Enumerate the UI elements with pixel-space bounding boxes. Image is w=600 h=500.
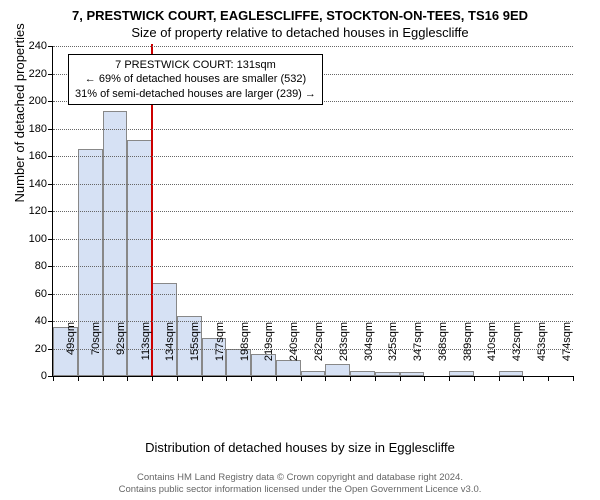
gridline — [53, 129, 573, 130]
ytick-mark — [48, 349, 53, 350]
ytick-mark — [48, 239, 53, 240]
ytick-mark — [48, 321, 53, 322]
ytick-label: 220 — [29, 68, 47, 80]
gridline — [53, 239, 573, 240]
y-axis-title: Number of detached properties — [12, 23, 27, 202]
ytick-mark — [48, 156, 53, 157]
gridline — [53, 211, 573, 212]
callout-line: ← 69% of detached houses are smaller (53… — [75, 72, 316, 86]
xtick-label: 240sqm — [288, 322, 300, 382]
ytick-label: 40 — [35, 315, 47, 327]
gridline — [53, 156, 573, 157]
ytick-label: 80 — [35, 260, 47, 272]
xtick-label: 49sqm — [65, 322, 77, 382]
attribution: Contains HM Land Registry data © Crown c… — [0, 472, 600, 496]
xtick-mark — [177, 376, 178, 381]
xtick-mark — [474, 376, 475, 381]
xtick-mark — [573, 376, 574, 381]
xtick-label: 198sqm — [239, 322, 251, 382]
xtick-label: 325sqm — [387, 322, 399, 382]
ytick-label: 180 — [29, 123, 47, 135]
gridline — [53, 266, 573, 267]
ytick-label: 100 — [29, 233, 47, 245]
xtick-label: 134sqm — [164, 322, 176, 382]
xtick-label: 219sqm — [263, 322, 275, 382]
ytick-label: 60 — [35, 288, 47, 300]
gridline — [53, 184, 573, 185]
xtick-label: 70sqm — [90, 322, 102, 382]
xtick-mark — [276, 376, 277, 381]
xtick-mark — [202, 376, 203, 381]
ytick-mark — [48, 211, 53, 212]
xtick-mark — [499, 376, 500, 381]
xtick-label: 368sqm — [437, 322, 449, 382]
ytick-mark — [48, 74, 53, 75]
xtick-mark — [449, 376, 450, 381]
xtick-label: 347sqm — [412, 322, 424, 382]
ytick-label: 120 — [29, 205, 47, 217]
gridline — [53, 46, 573, 47]
ytick-label: 200 — [29, 95, 47, 107]
xtick-label: 262sqm — [313, 322, 325, 382]
chart-container: 7, PRESTWICK COURT, EAGLESCLIFFE, STOCKT… — [0, 0, 600, 500]
xtick-mark — [350, 376, 351, 381]
xtick-mark — [400, 376, 401, 381]
ytick-label: 240 — [29, 40, 47, 52]
ytick-mark — [48, 129, 53, 130]
ytick-label: 160 — [29, 150, 47, 162]
x-axis-title: Distribution of detached houses by size … — [0, 440, 600, 455]
attribution-line-1: Contains HM Land Registry data © Crown c… — [0, 472, 600, 484]
xtick-mark — [523, 376, 524, 381]
ytick-mark — [48, 266, 53, 267]
callout-line: 31% of semi-detached houses are larger (… — [75, 87, 316, 101]
xtick-label: 113sqm — [140, 322, 152, 382]
ytick-mark — [48, 46, 53, 47]
ytick-mark — [48, 294, 53, 295]
callout-box: 7 PRESTWICK COURT: 131sqm← 69% of detach… — [68, 54, 323, 105]
ytick-mark — [48, 184, 53, 185]
callout-line: 7 PRESTWICK COURT: 131sqm — [75, 58, 316, 72]
xtick-mark — [325, 376, 326, 381]
xtick-mark — [103, 376, 104, 381]
xtick-label: 155sqm — [189, 322, 201, 382]
ytick-label: 0 — [41, 370, 47, 382]
xtick-label: 453sqm — [536, 322, 548, 382]
xtick-mark — [301, 376, 302, 381]
chart-title: 7, PRESTWICK COURT, EAGLESCLIFFE, STOCKT… — [0, 0, 600, 23]
xtick-label: 92sqm — [115, 322, 127, 382]
ytick-mark — [48, 101, 53, 102]
chart-subtitle: Size of property relative to detached ho… — [0, 23, 600, 40]
xtick-label: 474sqm — [561, 322, 573, 382]
gridline — [53, 294, 573, 295]
xtick-label: 304sqm — [363, 322, 375, 382]
xtick-mark — [251, 376, 252, 381]
ytick-label: 20 — [35, 343, 47, 355]
xtick-label: 432sqm — [511, 322, 523, 382]
xtick-mark — [375, 376, 376, 381]
xtick-label: 177sqm — [214, 322, 226, 382]
xtick-mark — [226, 376, 227, 381]
xtick-label: 389sqm — [462, 322, 474, 382]
xtick-label: 283sqm — [338, 322, 350, 382]
xtick-mark — [53, 376, 54, 381]
xtick-mark — [152, 376, 153, 381]
xtick-mark — [78, 376, 79, 381]
xtick-mark — [548, 376, 549, 381]
xtick-mark — [127, 376, 128, 381]
attribution-line-2: Contains public sector information licen… — [0, 484, 600, 496]
xtick-mark — [424, 376, 425, 381]
xtick-label: 410sqm — [486, 322, 498, 382]
ytick-label: 140 — [29, 178, 47, 190]
